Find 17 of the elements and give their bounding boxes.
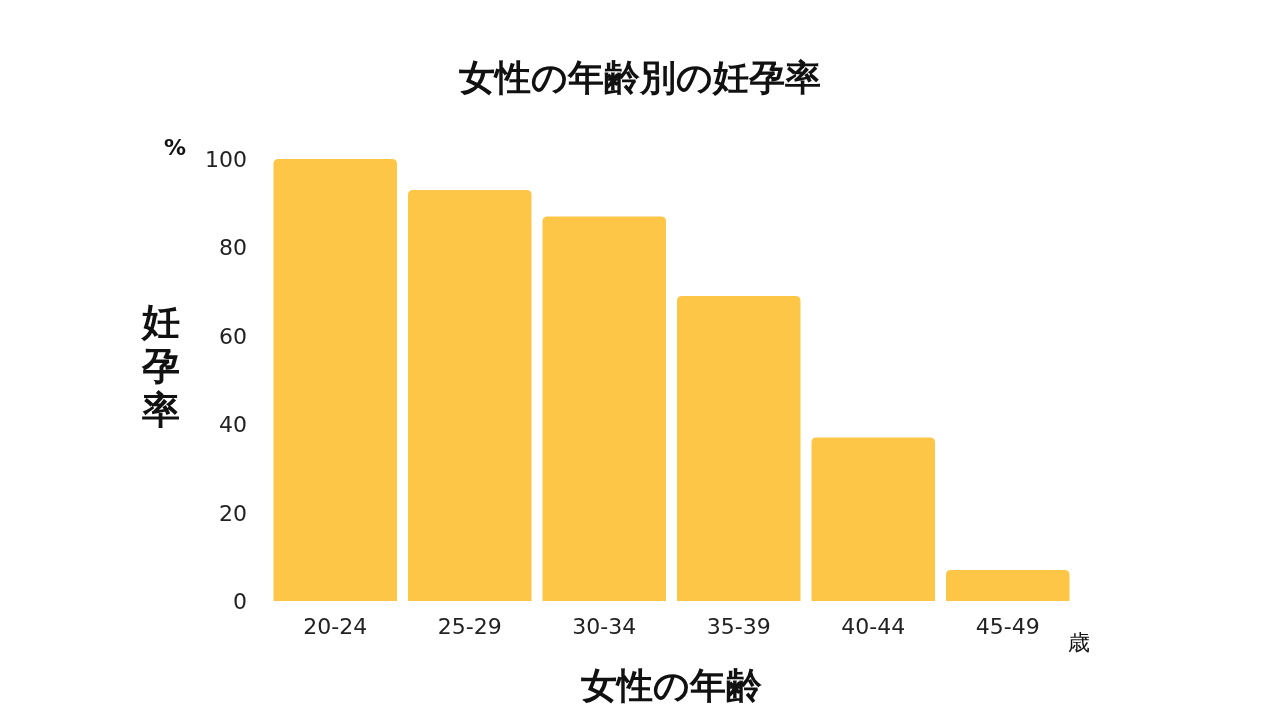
- x-axis-title: 女性の年齢: [581, 665, 762, 706]
- x-tick-label: 30-34: [572, 614, 637, 639]
- x-tick-label: 45-49: [975, 614, 1040, 639]
- text: %: [163, 135, 187, 160]
- y-tick-label: 0: [233, 589, 247, 614]
- x-tick-label: 25-29: [437, 614, 502, 639]
- y-tick-label: 60: [219, 323, 247, 349]
- y-axis-title: 妊孕率: [140, 300, 180, 432]
- x-tick-label: 35-39: [706, 614, 771, 639]
- y-tick-label: 40: [219, 412, 247, 438]
- title: 女性の年齢別の妊孕率: [459, 57, 821, 98]
- y-tick-label: 100: [205, 147, 247, 172]
- text: 歳: [1068, 630, 1090, 655]
- y-tick-label: 80: [219, 235, 247, 261]
- x-tick-label: 40-44: [841, 614, 906, 639]
- x-tick-label: 20-24: [303, 614, 368, 639]
- y-tick-label: 20: [219, 500, 247, 526]
